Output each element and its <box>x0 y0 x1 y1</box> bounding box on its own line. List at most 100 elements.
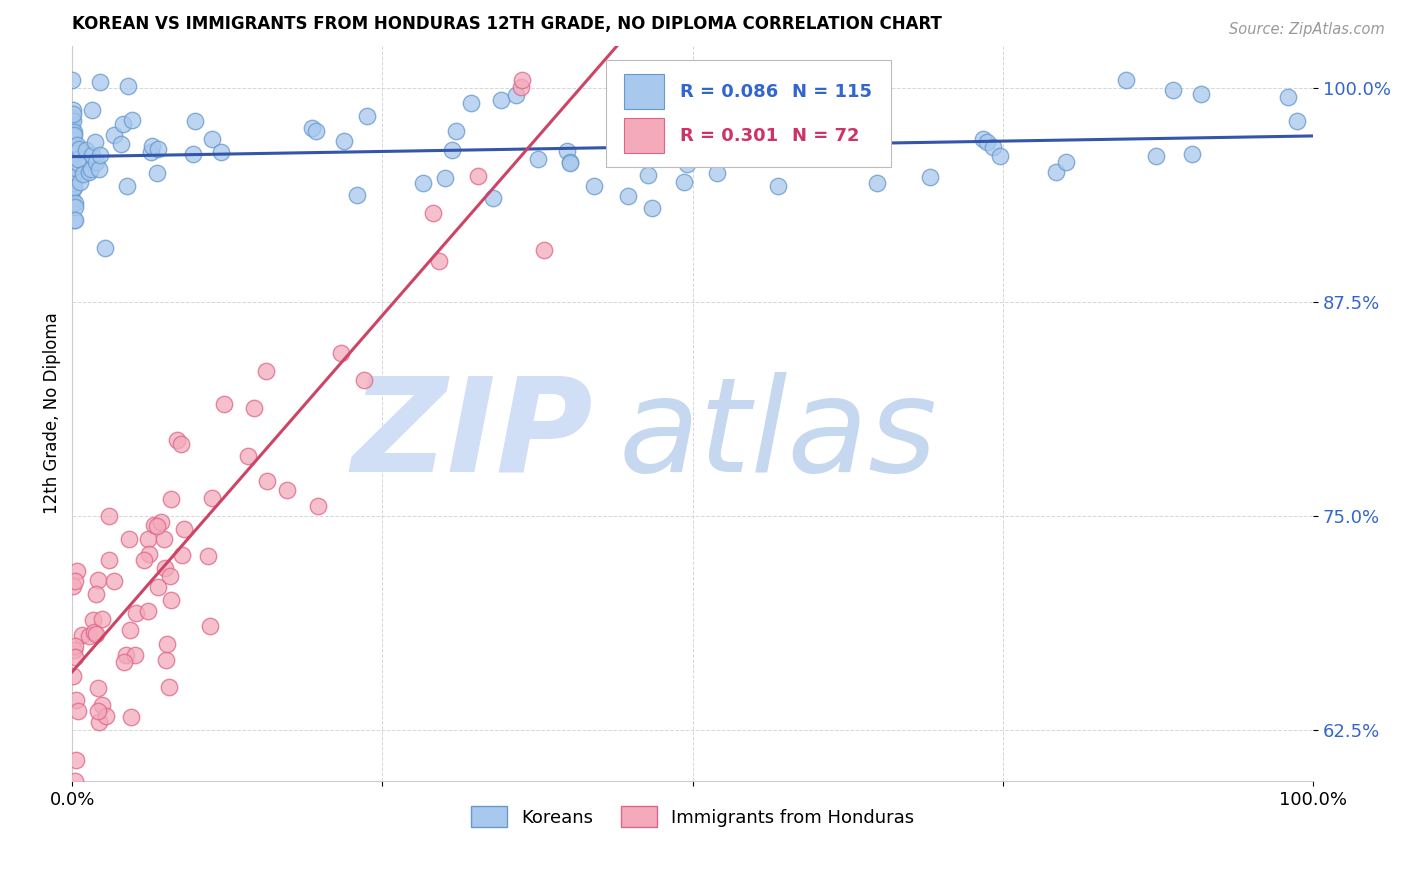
Point <box>201 491 224 505</box>
Point <box>201 132 224 146</box>
Point <box>737 109 759 123</box>
Point <box>988 149 1011 163</box>
Point <box>209 145 232 160</box>
Point <box>920 169 942 184</box>
Point <box>65 693 87 707</box>
Point <box>640 201 662 215</box>
Point <box>82 103 104 118</box>
Point <box>103 128 125 142</box>
Point <box>626 80 648 95</box>
Point <box>526 153 548 167</box>
Point <box>84 626 107 640</box>
Point <box>972 131 994 145</box>
Point <box>150 515 173 529</box>
Point <box>1189 87 1212 101</box>
Point <box>146 580 169 594</box>
Point <box>301 120 323 135</box>
Point <box>804 151 827 165</box>
Point <box>62 129 84 144</box>
Point <box>422 206 444 220</box>
Point <box>62 148 84 162</box>
Point <box>619 143 641 157</box>
Point <box>65 161 87 175</box>
Point <box>1285 114 1308 128</box>
Point <box>80 147 103 161</box>
Point <box>555 144 578 158</box>
Point <box>159 569 181 583</box>
Point <box>90 612 112 626</box>
Point <box>655 151 678 165</box>
Point <box>141 138 163 153</box>
Point <box>63 164 86 178</box>
Point <box>136 532 159 546</box>
Point <box>1115 73 1137 87</box>
Point <box>62 125 84 139</box>
Point <box>156 637 179 651</box>
Point <box>112 655 135 669</box>
Point <box>138 604 160 618</box>
Point <box>60 130 83 145</box>
Point <box>673 175 696 189</box>
Point <box>72 167 94 181</box>
Point <box>60 121 83 136</box>
Point <box>276 483 298 497</box>
Point <box>1163 83 1185 97</box>
Point <box>89 148 111 162</box>
Point <box>132 553 155 567</box>
Text: Source: ZipAtlas.com: Source: ZipAtlas.com <box>1229 22 1385 37</box>
Point <box>510 73 533 87</box>
Point <box>84 154 107 169</box>
Point <box>60 192 83 206</box>
Point <box>120 624 142 638</box>
Point <box>62 111 84 125</box>
Point <box>62 130 84 145</box>
Point <box>121 113 143 128</box>
Point <box>63 196 86 211</box>
Point <box>305 124 328 138</box>
Point <box>60 73 83 87</box>
Point <box>60 197 83 211</box>
Point <box>66 138 89 153</box>
Point <box>489 94 512 108</box>
Point <box>103 574 125 588</box>
Point <box>77 165 100 179</box>
Point <box>444 123 467 137</box>
Point <box>63 180 86 194</box>
Point <box>166 434 188 448</box>
Point <box>62 140 84 154</box>
Point <box>63 128 86 143</box>
Point <box>236 450 259 464</box>
Point <box>83 625 105 640</box>
Point <box>434 170 457 185</box>
Point <box>62 669 84 683</box>
Point <box>509 79 531 94</box>
Point <box>333 134 356 148</box>
Point <box>60 169 83 184</box>
Point <box>1181 147 1204 161</box>
Point <box>62 173 84 187</box>
Point <box>66 704 89 718</box>
Point <box>97 509 120 524</box>
Point <box>65 753 87 767</box>
Text: R = 0.086: R = 0.086 <box>681 83 779 101</box>
Point <box>143 518 166 533</box>
Point <box>63 574 86 588</box>
Point <box>200 618 222 632</box>
Point <box>86 704 108 718</box>
Point <box>160 593 183 607</box>
FancyBboxPatch shape <box>606 61 891 167</box>
Point <box>976 135 998 149</box>
Point <box>62 182 84 196</box>
Point <box>173 522 195 536</box>
Point <box>153 561 176 575</box>
Y-axis label: 12th Grade, No Diploma: 12th Grade, No Diploma <box>44 312 60 514</box>
Point <box>560 156 582 170</box>
Point <box>152 532 174 546</box>
Legend: Koreans, Immigrants from Honduras: Koreans, Immigrants from Honduras <box>471 806 914 827</box>
Point <box>115 648 138 662</box>
Point <box>429 254 451 268</box>
Point <box>157 680 180 694</box>
Point <box>60 166 83 180</box>
Point <box>62 103 84 118</box>
Point <box>582 178 605 193</box>
